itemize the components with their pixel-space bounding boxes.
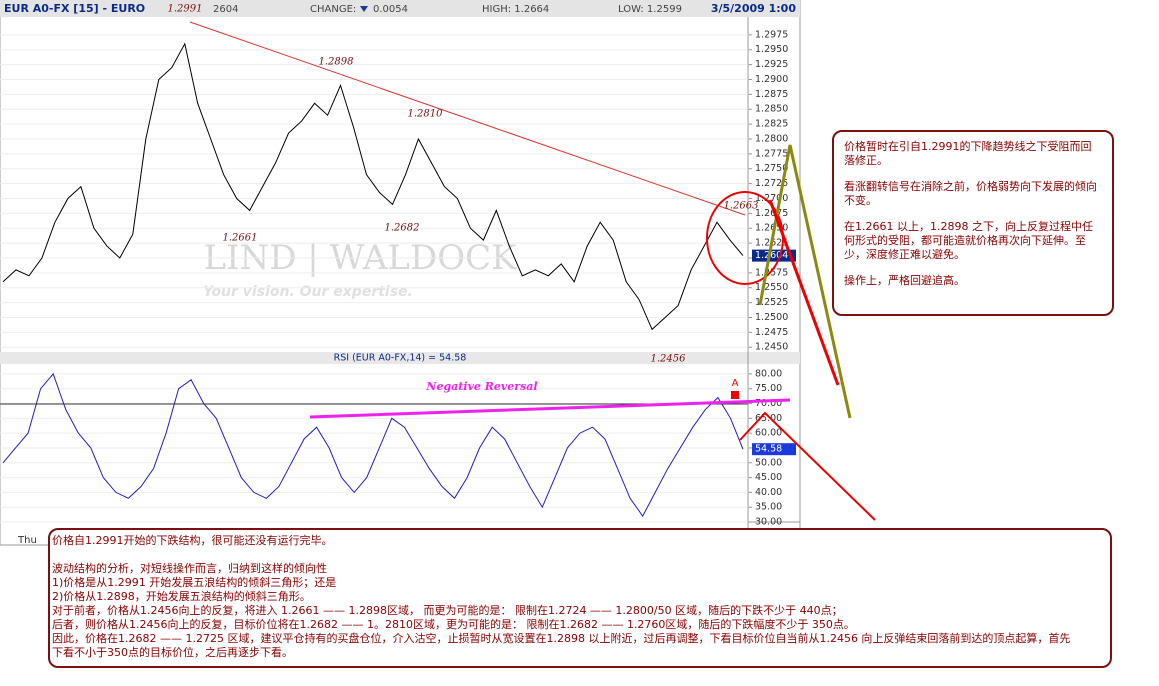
price-note: 1.2898 xyxy=(319,57,354,68)
header-bar xyxy=(0,0,800,17)
red-arrow xyxy=(768,199,840,386)
series-line xyxy=(2,42,744,331)
y-tick-label: 65.00 xyxy=(755,413,782,424)
last-label: 54.58 xyxy=(755,444,782,455)
rsi-header xyxy=(0,352,800,364)
olive-arrow xyxy=(758,144,852,419)
y-tick-label: 1.2650 xyxy=(755,223,788,234)
note-line: 下看不小于350点的目标价位，之后再逐步下看。 xyxy=(52,646,293,659)
y-tick-label: 1.2500 xyxy=(755,312,788,323)
y-tick-label: 1.2700 xyxy=(755,193,788,204)
y-tick-label: 1.2725 xyxy=(755,178,788,189)
note-line: 2)价格从1.2898，开始发展五浪结构的倾斜三角形。 xyxy=(52,590,311,603)
series-line xyxy=(2,372,744,518)
y-tick-label: 1.2975 xyxy=(755,29,788,40)
y-tick-label: 45.00 xyxy=(755,472,782,483)
slogan: Your vision. Our expertise. xyxy=(203,284,413,300)
y-tick-label: 1.2575 xyxy=(755,267,788,278)
side-paragraph: 操作上，严格回避追高。 xyxy=(844,274,965,287)
note-line: 后者，则价格从1.2456向上的反复，目标价位将在1.2682 —— 1。281… xyxy=(52,618,855,631)
change: 0.0054 xyxy=(373,4,408,15)
note-line: 因此，价格在1.2682 —— 1.2725 区域，建议平仓持有的买盘仓位，介入… xyxy=(52,632,1071,645)
y-tick-label: 1.2450 xyxy=(755,342,788,353)
low: LOW: 1.2599 xyxy=(618,4,682,15)
change-label: CHANGE: xyxy=(310,4,356,15)
side-paragraph: 价格暂时在引自1.2991的下降趋势线之下受阻而回落修正。 xyxy=(844,140,1092,167)
price-note: 1.2682 xyxy=(385,223,420,234)
side-paragraph: 在1.2661 以上，1.2898 之下，向上反复过程中任何形式的受阻，都可能造… xyxy=(844,220,1093,261)
reversal-label: Negative Reversal xyxy=(425,380,537,393)
y-tick-label: 1.2525 xyxy=(755,297,788,308)
note-line: 对于前者，价格从1.2456向上的反复，将进入 1.2661 —— 1.2898… xyxy=(52,604,843,617)
y-tick-label: 40.00 xyxy=(755,487,782,498)
y-tick-label: 1.2775 xyxy=(755,148,788,159)
y-tick-label: 1.2825 xyxy=(755,119,788,130)
side-paragraph: 看涨翻转信号在消除之前，价格弱势向下发展的倾向不变。 xyxy=(844,180,1097,207)
last-box xyxy=(752,443,796,456)
last: 2604 xyxy=(213,4,238,15)
y-tick-label: 1.2950 xyxy=(755,44,788,55)
y-tick-label: 1.2850 xyxy=(755,104,788,115)
y-tick-label: 1.2675 xyxy=(755,208,788,219)
rsi-title: RSI (EUR A0-FX,14) = 54.58 xyxy=(334,353,467,364)
y-tick-label: 1.2925 xyxy=(755,59,788,70)
y-tick-label: 1.2750 xyxy=(755,163,788,174)
y-tick-label: 1.2900 xyxy=(755,74,788,85)
side-note: 价格暂时在引自1.2991的下降趋势线之下受阻而回落修正。 看涨翻转信号在消除之前… xyxy=(832,130,1114,316)
y-tick-label: 60.00 xyxy=(755,428,782,439)
bottom-note: 价格自1.2991开始的下跌结构，很可能还没有运行完毕。 波动结构的分析，对短线操… xyxy=(48,528,1112,668)
date: 3/5/2009 1:00 xyxy=(711,2,796,15)
y-tick-label: 75.00 xyxy=(755,383,782,394)
red-arrow xyxy=(739,411,876,521)
marker: A xyxy=(732,378,739,389)
y-tick-label: 70.00 xyxy=(755,398,782,409)
symbol: EUR A0-FX [15] - EURO xyxy=(4,2,145,15)
last-box xyxy=(752,249,796,262)
last-label: 1.2604 xyxy=(755,250,788,261)
trend-line xyxy=(189,21,746,216)
y-tick-label: 35.00 xyxy=(755,502,782,513)
high: HIGH: 1.2664 xyxy=(482,4,549,15)
price-note: 1.2663 xyxy=(724,201,759,212)
divergence-line xyxy=(309,398,791,419)
day-label: Thu xyxy=(17,535,37,546)
price-note: 1.2991 xyxy=(168,4,203,15)
note-line: 波动结构的分析，对短线操作而言，归纳到这样的倾向性 xyxy=(52,562,327,575)
y-tick-label: 1.2800 xyxy=(755,133,788,144)
price-note: 1.2661 xyxy=(223,233,258,244)
down-arrow xyxy=(360,6,368,12)
y-tick-label: 30.00 xyxy=(755,517,782,528)
price-note: 1.2456 xyxy=(651,354,687,365)
marker-box xyxy=(731,391,739,399)
note-line: 1)价格是从1.2991 开始发展五浪结构的倾斜三角形；还是 xyxy=(52,576,337,589)
y-tick-label: 1.2475 xyxy=(755,327,788,338)
y-tick-label: 1.2550 xyxy=(755,282,788,293)
plot: 1.2450 1.2475 1.2500 1.2525 1.2550 1.2575 1.26… xyxy=(0,29,796,528)
y-tick-label: 80.00 xyxy=(755,368,782,379)
y-tick-label: 50.00 xyxy=(755,457,782,468)
y-tick-label: 1.2875 xyxy=(755,89,788,100)
price-note: 1.2810 xyxy=(408,109,444,120)
note-line: 价格自1.2991开始的下跌结构，很可能还没有运行完毕。 xyxy=(52,534,333,547)
